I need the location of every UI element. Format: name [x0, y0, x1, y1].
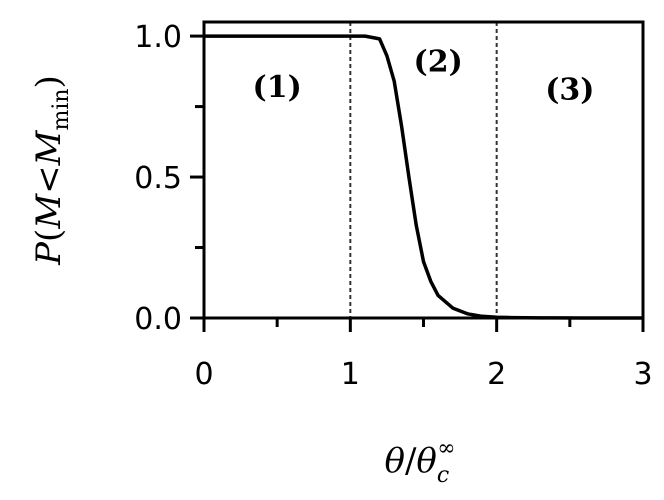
y-tick-label: 0.5 [134, 161, 182, 196]
region-label: (1) [253, 70, 302, 105]
y-tick-label: 0.0 [134, 302, 182, 337]
x-tick-label: 0 [194, 357, 213, 392]
x-tick-label: 2 [487, 357, 506, 392]
region-labels: (1) (2) (3) [253, 44, 595, 107]
region-label: (3) [545, 73, 594, 108]
x-tick-label: 1 [341, 357, 360, 392]
x-tick-label: 3 [633, 357, 652, 392]
boundary-lines [349, 22, 498, 318]
axis-tick-labels: 0 1 2 3 0.0 0.5 1.0 [134, 20, 652, 392]
axis-ticks [190, 34, 645, 332]
region-label: (2) [414, 44, 463, 79]
y-axis-label: P(M<Mmin) [29, 75, 74, 266]
x-axis-label: θ/θc∞ [384, 436, 455, 488]
y-tick-label: 1.0 [134, 20, 182, 55]
